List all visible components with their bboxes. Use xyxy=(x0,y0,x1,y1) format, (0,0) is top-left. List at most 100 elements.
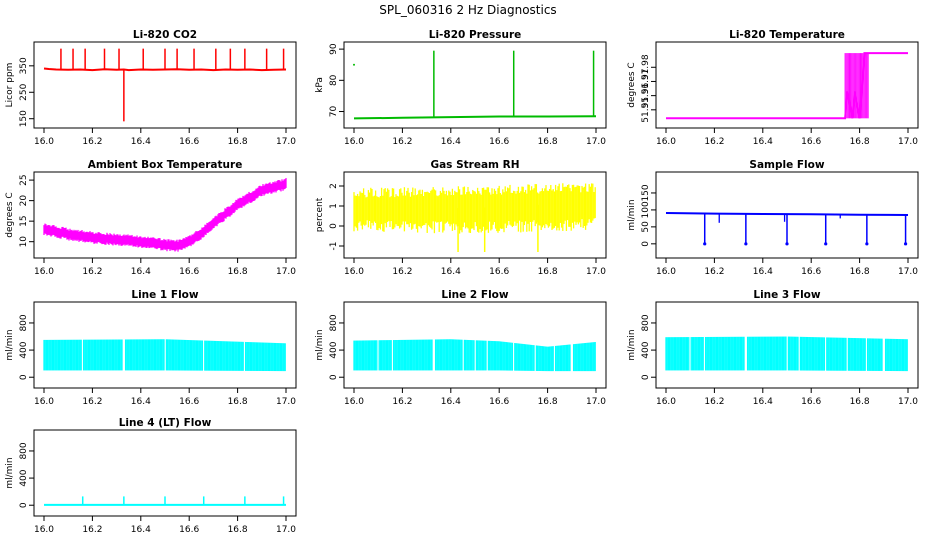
li-820-pressure-panel: Li-820 Pressure 16.0 16.2 16.4 16.6 16.8 17.0 7… xyxy=(315,29,607,147)
ambient-box-temperature-ytick-label: 25 xyxy=(19,174,29,185)
li-820-co2-xtick-label: 16.8 xyxy=(228,137,248,147)
li-820-pressure-xtick-label: 16.6 xyxy=(489,137,509,147)
li-820-co2-series xyxy=(43,48,287,122)
li-820-temperature-xtick-label: 17.0 xyxy=(898,137,918,147)
li-820-temperature-title: Li-820 Temperature xyxy=(729,29,845,41)
gas-stream-rh-ytick-label: -1 xyxy=(329,242,339,251)
li-820-temperature-panel: Li-820 Temperature 16.0 16.2 16.4 16.6 16.8 17… xyxy=(627,29,919,147)
li-820-temperature-xtick-label: 16.2 xyxy=(704,137,724,147)
ambient-box-temperature-ytick-label: 20 xyxy=(19,195,29,207)
li-820-temperature-series xyxy=(666,52,908,120)
li-820-co2-xtick-label: 16.4 xyxy=(131,137,151,147)
ambient-box-temperature-ylabel: degrees C xyxy=(5,192,15,237)
gas-stream-rh-frame xyxy=(343,171,607,259)
sample-flow-trace xyxy=(665,212,909,216)
line-2-flow-panel: Line 2 Flow 16.0 16.2 16.4 16.6 16.8 17.0 0 400 8… xyxy=(315,289,607,407)
sample-flow-xtick-label: 16.0 xyxy=(656,267,676,277)
gas-stream-rh-xtick-label: 16.8 xyxy=(538,267,558,277)
line-1-flow-ytick-label: 400 xyxy=(19,341,29,358)
li-820-co2-xtick-label: 16.6 xyxy=(179,137,199,147)
line-2-flow-xtick-label: 16.4 xyxy=(441,397,461,407)
sample-flow-xtick-label: 16.2 xyxy=(704,267,724,277)
line-4-lt-flow-xtick-label: 16.0 xyxy=(34,525,54,535)
line-2-flow-frame xyxy=(343,301,607,389)
line-2-flow-xtick-label: 16.0 xyxy=(344,397,364,407)
ambient-box-temperature-panel: Ambient Box Temperature 16.0 16.2 16.4 16.6 1… xyxy=(5,159,297,277)
li-820-co2-xtick-label: 17.0 xyxy=(276,137,296,147)
gas-stream-rh-series xyxy=(353,183,596,252)
line-4-lt-flow-title: Line 4 (LT) Flow xyxy=(119,417,212,429)
li-820-pressure-xtick-label: 16.8 xyxy=(538,137,558,147)
li-820-temperature-trace xyxy=(666,52,908,120)
line-1-flow-series xyxy=(43,339,286,372)
line-3-flow-xtick-label: 16.0 xyxy=(656,397,676,407)
line-4-lt-flow-series xyxy=(44,496,286,506)
li-820-temperature-ylabel: degrees C xyxy=(627,62,637,107)
sample-flow-ytick-label: 0 xyxy=(641,241,651,247)
li-820-temperature-xtick-label: 16.6 xyxy=(801,137,821,147)
sample-flow-xtick-label: 17.0 xyxy=(898,267,918,277)
line-1-flow-title: Line 1 Flow xyxy=(131,289,198,301)
sample-flow-xtick-label: 16.4 xyxy=(753,267,773,277)
line-3-flow-title: Line 3 Flow xyxy=(753,289,820,301)
ambient-box-temperature-xtick-label: 16.4 xyxy=(131,267,151,277)
li-820-temperature-xtick-label: 16.4 xyxy=(753,137,773,147)
line-3-flow-xtick-label: 16.2 xyxy=(704,397,724,407)
li-820-pressure-outlier-point xyxy=(353,63,355,66)
sample-flow-title: Sample Flow xyxy=(749,159,824,171)
line-3-flow-series xyxy=(665,336,908,372)
line-3-flow-ytick-label: 0 xyxy=(641,374,651,380)
li-820-co2-trace xyxy=(43,67,287,72)
line-1-flow-ytick-label: 800 xyxy=(19,314,29,331)
li-820-pressure-xtick-label: 17.0 xyxy=(586,137,606,147)
gas-stream-rh-xtick-label: 16.6 xyxy=(489,267,509,277)
line-2-flow-xtick-label: 17.0 xyxy=(586,397,606,407)
gas-stream-rh-ylabel: percent xyxy=(315,197,325,232)
li-820-pressure-xtick-label: 16.4 xyxy=(441,137,461,147)
sample-flow-ytick-label: 50 xyxy=(641,221,651,233)
gas-stream-rh-xtick-label: 17.0 xyxy=(586,267,606,277)
line-2-flow-ytick-label: 400 xyxy=(329,341,339,358)
li-820-co2-frame xyxy=(33,41,297,129)
line-3-flow-panel: Line 3 Flow 16.0 16.2 16.4 16.6 16.8 17.0 0 400 8… xyxy=(627,289,919,407)
li-820-pressure-ylabel: kPa xyxy=(315,77,325,93)
sample-flow-spike-point xyxy=(703,242,707,246)
line-1-flow-ytick-label: 0 xyxy=(19,374,29,380)
line-1-flow-xtick-label: 16.4 xyxy=(131,397,151,407)
gas-stream-rh-ytick-label: 2 xyxy=(329,183,339,189)
sample-flow-panel: Sample Flow 16.0 16.2 16.4 16.6 16.8 17.0 0 50 10… xyxy=(627,159,919,277)
ambient-box-temperature-frame xyxy=(33,171,297,259)
line-1-flow-xtick-label: 16.6 xyxy=(179,397,199,407)
line-2-flow-xtick-label: 16.8 xyxy=(538,397,558,407)
line-3-flow-xtick-label: 17.0 xyxy=(898,397,918,407)
li-820-co2-panel: Li-820 CO2 16.0 16.2 16.4 16.6 16.8 17.0 150 250… xyxy=(5,29,297,147)
li-820-co2-xtick-label: 16.0 xyxy=(34,137,54,147)
li-820-pressure-xtick-label: 16.0 xyxy=(344,137,364,147)
line-3-flow-xtick-label: 16.6 xyxy=(801,397,821,407)
line-2-flow-series xyxy=(353,339,596,372)
li-820-pressure-ytick-label: 70 xyxy=(329,106,339,118)
ambient-box-temperature-xtick-label: 17.0 xyxy=(276,267,296,277)
li-820-pressure-trace xyxy=(353,115,597,120)
sample-flow-ylabel: ml/min xyxy=(627,199,637,230)
line-4-lt-flow-frame xyxy=(33,429,297,517)
line-1-flow-frame xyxy=(33,301,297,389)
sample-flow-spike-point xyxy=(785,242,789,246)
li-820-pressure-title: Li-820 Pressure xyxy=(429,29,522,41)
li-820-temperature-ytick-label: 51.96 xyxy=(641,82,651,108)
li-820-pressure-series xyxy=(353,50,597,120)
li-820-temperature-xtick-label: 16.8 xyxy=(850,137,870,147)
li-820-temperature-ytick-label: 51.95 xyxy=(641,97,651,123)
line-1-flow-xtick-label: 16.2 xyxy=(82,397,102,407)
figure-title: SPL_060316 2 Hz Diagnostics xyxy=(379,3,556,17)
ambient-box-temperature-xtick-label: 16.6 xyxy=(179,267,199,277)
li-820-co2-xtick-label: 16.2 xyxy=(82,137,102,147)
li-820-co2-ylabel: Licor ppm xyxy=(5,63,15,108)
li-820-pressure-ytick-label: 80 xyxy=(329,74,339,86)
ambient-box-temperature-xtick-label: 16.2 xyxy=(82,267,102,277)
sample-flow-spike-point xyxy=(865,242,869,246)
line-4-lt-flow-panel: Line 4 (LT) Flow 16.0 16.2 16.4 16.6 16.8 17.0… xyxy=(5,417,297,535)
line-1-flow-ylabel: ml/min xyxy=(5,329,15,360)
